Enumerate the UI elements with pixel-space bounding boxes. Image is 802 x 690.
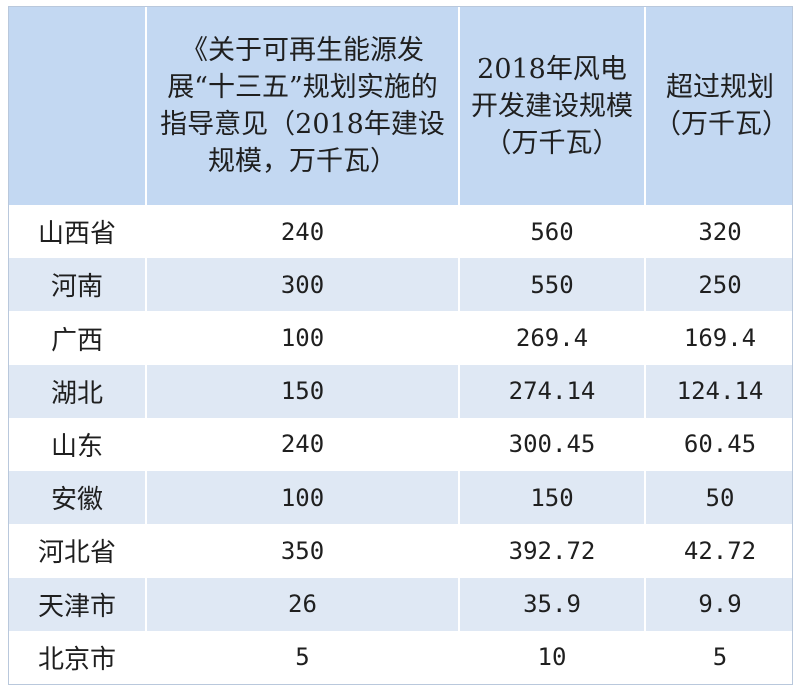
cell-excess: 42.72 <box>644 524 792 578</box>
cell-excess: 60.45 <box>644 417 792 472</box>
cell-excess: 124.14 <box>644 364 792 418</box>
cell-province: 安徽 <box>9 471 146 525</box>
cell-actual: 550 <box>458 258 645 312</box>
table-row: 河南 300 550 250 <box>9 258 792 312</box>
cell-province: 山西省 <box>9 205 146 259</box>
cell-excess: 169.4 <box>644 311 792 365</box>
cell-excess: 9.9 <box>644 577 792 631</box>
cell-province: 广西 <box>9 311 146 365</box>
cell-actual: 392.72 <box>458 524 645 578</box>
wind-power-table: 《关于可再生能源发展“十三五”规划实施的指导意见（2018年建设规模，万千瓦） … <box>9 7 792 684</box>
table-header-row: 《关于可再生能源发展“十三五”规划实施的指导意见（2018年建设规模，万千瓦） … <box>9 7 792 205</box>
table-row: 广西 100 269.4 169.4 <box>9 311 792 365</box>
cell-actual: 274.14 <box>458 364 645 418</box>
cell-plan: 100 <box>145 471 459 525</box>
cell-province: 天津市 <box>9 577 146 631</box>
cell-plan: 240 <box>145 205 459 259</box>
cell-plan: 100 <box>145 311 459 365</box>
cell-plan: 150 <box>145 364 459 418</box>
cell-excess: 250 <box>644 258 792 312</box>
cell-actual: 560 <box>458 205 645 259</box>
data-table-container: 《关于可再生能源发展“十三五”规划实施的指导意见（2018年建设规模，万千瓦） … <box>8 6 793 685</box>
cell-excess: 5 <box>644 630 792 684</box>
cell-actual: 10 <box>458 630 645 684</box>
cell-plan: 240 <box>145 417 459 472</box>
cell-province: 河北省 <box>9 524 146 578</box>
table-row: 山西省 240 560 320 <box>9 205 792 259</box>
cell-province: 湖北 <box>9 364 146 418</box>
cell-province: 山东 <box>9 417 146 472</box>
cell-plan: 5 <box>145 630 459 684</box>
header-excess: 超过规划（万千瓦） <box>644 7 792 205</box>
cell-plan: 26 <box>145 577 459 631</box>
cell-province: 北京市 <box>9 630 146 684</box>
table-row: 安徽 100 150 50 <box>9 471 792 525</box>
table-row: 河北省 350 392.72 42.72 <box>9 524 792 578</box>
cell-province: 河南 <box>9 258 146 312</box>
table-row: 天津市 26 35.9 9.9 <box>9 577 792 631</box>
header-province <box>9 7 146 205</box>
cell-actual: 269.4 <box>458 311 645 365</box>
table-body: 山西省 240 560 320 河南 300 550 250 广西 100 269.4 169.4 湖北… <box>9 205 792 684</box>
table-row: 山东 240 300.45 60.45 <box>9 417 792 472</box>
cell-excess: 50 <box>644 471 792 525</box>
header-plan: 《关于可再生能源发展“十三五”规划实施的指导意见（2018年建设规模，万千瓦） <box>145 7 459 205</box>
cell-plan: 350 <box>145 524 459 578</box>
header-actual: 2018年风电开发建设规模（万千瓦） <box>458 7 645 205</box>
cell-actual: 35.9 <box>458 577 645 631</box>
cell-excess: 320 <box>644 205 792 259</box>
table-row: 北京市 5 10 5 <box>9 630 792 684</box>
cell-plan: 300 <box>145 258 459 312</box>
cell-actual: 150 <box>458 471 645 525</box>
cell-actual: 300.45 <box>458 417 645 472</box>
table-row: 湖北 150 274.14 124.14 <box>9 364 792 418</box>
